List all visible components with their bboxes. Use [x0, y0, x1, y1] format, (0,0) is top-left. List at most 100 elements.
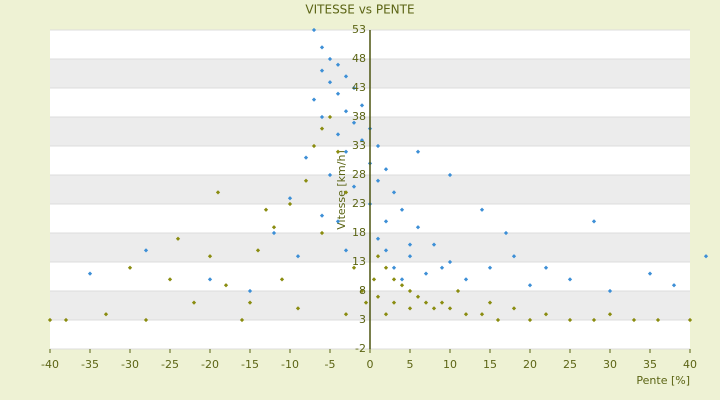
point	[143, 317, 149, 323]
point	[359, 288, 365, 294]
y-tick-label: 33	[352, 139, 366, 152]
point	[335, 219, 341, 224]
x-tick-label: -30	[121, 358, 139, 371]
point	[287, 201, 293, 207]
point	[447, 259, 453, 265]
point	[407, 254, 413, 259]
y-tick-label: 3	[359, 313, 366, 326]
point	[383, 248, 389, 253]
point	[207, 254, 213, 259]
point	[303, 178, 309, 183]
point	[319, 230, 325, 236]
point	[343, 248, 349, 253]
x-tick-label: -40	[41, 358, 59, 371]
y-tick-label: 38	[352, 110, 366, 123]
point	[247, 300, 253, 305]
point	[295, 306, 301, 311]
point	[511, 254, 517, 259]
point	[295, 254, 301, 259]
point	[447, 172, 453, 178]
point	[303, 155, 309, 160]
point	[207, 277, 213, 282]
point	[271, 230, 277, 236]
point	[407, 306, 413, 311]
point	[335, 149, 341, 154]
point	[247, 288, 253, 294]
point	[447, 306, 453, 311]
x-tick-label: -25	[161, 358, 179, 371]
point	[351, 184, 357, 189]
point	[543, 265, 549, 270]
point	[543, 312, 549, 317]
point	[383, 265, 389, 270]
point	[511, 306, 517, 311]
point	[311, 143, 317, 149]
x-tick-label: 10	[443, 358, 457, 371]
point	[239, 317, 245, 323]
point	[455, 288, 461, 294]
point	[375, 254, 381, 259]
point	[687, 317, 693, 323]
x-tick-label: 15	[483, 358, 497, 371]
point	[343, 149, 349, 154]
x-tick-label: -5	[325, 358, 336, 371]
point	[399, 207, 405, 212]
y-tick-label: 53	[352, 23, 366, 36]
y-tick-label: 18	[352, 226, 366, 239]
point	[319, 213, 325, 218]
y-tick-label: 8	[359, 284, 366, 297]
point	[439, 300, 445, 305]
point	[351, 265, 357, 270]
point	[495, 317, 501, 323]
x-tick-label: -20	[201, 358, 219, 371]
point	[463, 312, 469, 317]
point	[487, 265, 493, 270]
x-axis-label: Pente [%]	[636, 374, 690, 387]
point	[487, 300, 493, 305]
point	[375, 143, 381, 149]
x-tick-label: -15	[241, 358, 259, 371]
point	[375, 178, 381, 183]
x-tick-label: 25	[563, 358, 577, 371]
point	[431, 242, 437, 247]
point	[647, 271, 653, 276]
point	[359, 138, 365, 143]
point	[423, 271, 429, 276]
point	[527, 317, 533, 323]
point	[463, 277, 469, 282]
point	[407, 288, 413, 294]
x-tick-label: 30	[603, 358, 617, 371]
point	[391, 300, 397, 305]
x-tick-label: 40	[683, 358, 697, 371]
point	[407, 242, 413, 247]
point	[383, 219, 389, 224]
point	[591, 219, 597, 224]
point	[363, 300, 369, 305]
point	[127, 265, 133, 270]
point	[335, 132, 341, 137]
point	[567, 317, 573, 323]
point	[391, 277, 397, 282]
x-tick-label: 5	[407, 358, 414, 371]
x-tick-label: 20	[523, 358, 537, 371]
y-tick-label: 13	[352, 255, 366, 268]
point	[503, 230, 509, 236]
point	[175, 236, 181, 241]
point	[191, 300, 197, 305]
point	[527, 283, 533, 288]
point	[607, 312, 613, 317]
y-tick-label: -2	[355, 342, 366, 355]
point	[391, 190, 397, 195]
point	[607, 288, 613, 294]
point	[655, 317, 661, 323]
point	[375, 294, 381, 299]
point	[383, 312, 389, 317]
point	[271, 225, 277, 230]
point	[215, 190, 221, 195]
y-tick-label: 28	[352, 168, 366, 181]
point	[399, 283, 405, 288]
x-tick-label: -35	[81, 358, 99, 371]
point	[703, 254, 709, 259]
point	[343, 312, 349, 317]
